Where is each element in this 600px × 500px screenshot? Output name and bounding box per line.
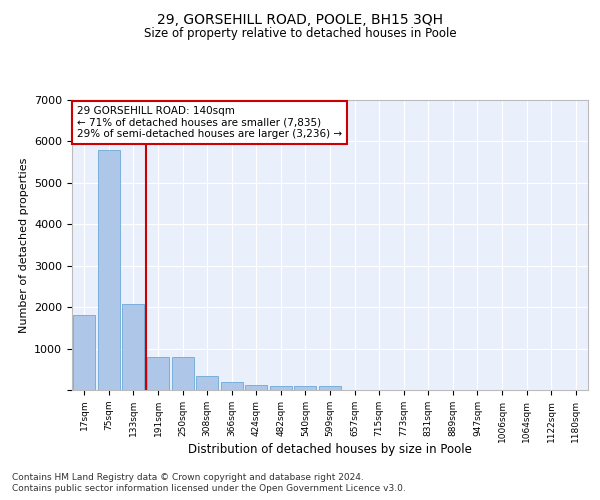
Text: 29, GORSEHILL ROAD, POOLE, BH15 3QH: 29, GORSEHILL ROAD, POOLE, BH15 3QH	[157, 12, 443, 26]
Y-axis label: Number of detached properties: Number of detached properties	[19, 158, 29, 332]
Bar	[122, 304, 145, 390]
Bar	[98, 150, 120, 390]
Text: 29 GORSEHILL ROAD: 140sqm
← 71% of detached houses are smaller (7,835)
29% of se: 29 GORSEHILL ROAD: 140sqm ← 71% of detac…	[77, 106, 342, 139]
Text: Distribution of detached houses by size in Poole: Distribution of detached houses by size …	[188, 442, 472, 456]
Bar	[147, 357, 169, 390]
Bar	[73, 316, 95, 390]
Text: Contains public sector information licensed under the Open Government Licence v3: Contains public sector information licen…	[12, 484, 406, 493]
Bar	[295, 386, 316, 390]
Text: Size of property relative to detached houses in Poole: Size of property relative to detached ho…	[143, 28, 457, 40]
Bar	[270, 386, 292, 390]
Bar	[196, 376, 218, 390]
Text: Contains HM Land Registry data © Crown copyright and database right 2024.: Contains HM Land Registry data © Crown c…	[12, 472, 364, 482]
Bar	[172, 358, 194, 390]
Bar	[245, 384, 268, 390]
Bar	[319, 386, 341, 390]
Bar	[221, 382, 243, 390]
